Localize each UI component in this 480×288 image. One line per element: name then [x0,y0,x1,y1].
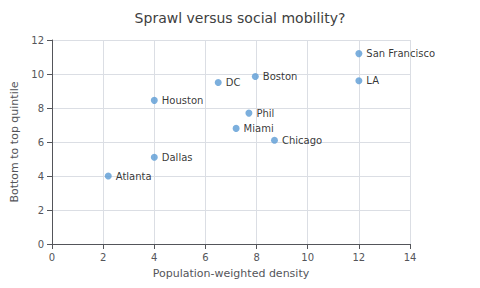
svg-text:Dallas: Dallas [162,152,193,163]
svg-text:Atlanta: Atlanta [116,171,152,182]
svg-text:Sprawl versus social mobility?: Sprawl versus social mobility? [135,10,346,26]
svg-text:8: 8 [253,252,259,263]
svg-text:Houston: Houston [162,95,204,106]
svg-text:6: 6 [202,252,208,263]
svg-text:Population-weighted density: Population-weighted density [153,267,310,280]
svg-text:San Francisco: San Francisco [366,48,435,59]
svg-text:2: 2 [100,252,106,263]
svg-text:8: 8 [38,103,44,114]
svg-text:10: 10 [31,69,44,80]
svg-text:4: 4 [151,252,157,263]
svg-text:14: 14 [404,252,417,263]
svg-text:12: 12 [31,35,44,46]
svg-text:Boston: Boston [263,71,298,82]
svg-text:Bottom to top quintile: Bottom to top quintile [8,81,21,202]
svg-text:Chicago: Chicago [282,135,322,146]
svg-text:12: 12 [352,252,365,263]
svg-text:0: 0 [49,252,55,263]
svg-text:0: 0 [38,239,44,250]
svg-text:4: 4 [38,171,44,182]
svg-text:6: 6 [38,137,44,148]
svg-text:LA: LA [366,75,379,86]
svg-text:DC: DC [226,77,241,88]
svg-text:Phil: Phil [256,108,274,119]
svg-text:10: 10 [301,252,314,263]
svg-text:2: 2 [38,205,44,216]
svg-text:Miami: Miami [244,123,274,134]
